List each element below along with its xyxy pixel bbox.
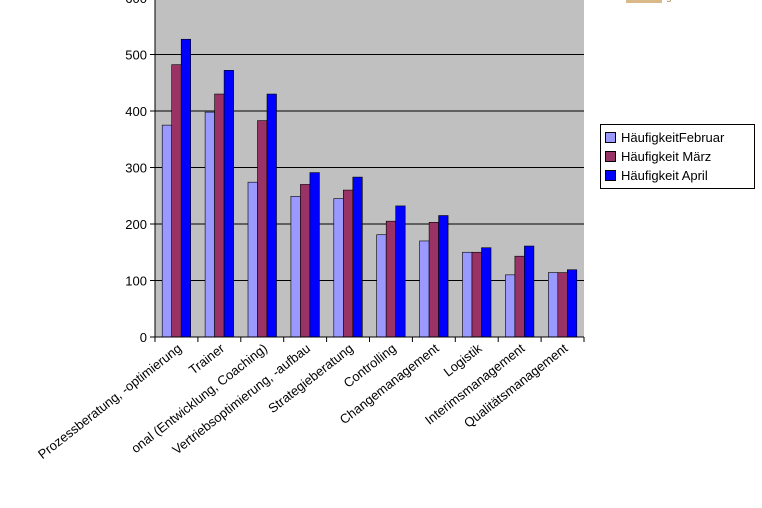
legend-item: HäufigkeitFebruar: [605, 128, 750, 147]
bar: [247, 181, 258, 338]
bar: [161, 124, 172, 338]
bar: [376, 234, 387, 338]
bar: [428, 222, 439, 338]
legend-swatch: [605, 151, 616, 162]
corner-text: g: [666, 0, 672, 3]
bar: [566, 269, 578, 338]
bar: [223, 70, 234, 338]
bar: [514, 255, 525, 338]
y-tick-label: 500: [125, 48, 147, 63]
x-tick-label: Prozessberatung, -optimierung: [35, 341, 184, 462]
y-tick-label: 300: [125, 161, 147, 176]
bar: [505, 274, 516, 338]
legend-swatch: [605, 170, 616, 181]
bar: [309, 172, 320, 338]
y-tick-labels: 0 100 200 300 400 500 600: [125, 0, 147, 345]
bar: [257, 120, 268, 338]
bar: [214, 93, 225, 338]
legend-item: Häufigkeit April: [605, 166, 750, 185]
y-tick-label: 100: [125, 274, 147, 289]
y-tick-label: 200: [125, 217, 147, 232]
x-tick-labels: Prozessberatung, -optimierung Traineronal…: [35, 340, 571, 462]
bar: [438, 215, 449, 338]
legend-swatch: [605, 132, 616, 143]
bar: [333, 198, 344, 338]
bar: [462, 251, 473, 338]
axes: [150, 0, 585, 342]
corner-swatch: [626, 0, 662, 3]
legend-label: HäufigkeitFebruar: [621, 130, 725, 145]
bar: [266, 93, 277, 338]
legend: HäufigkeitFebruar Häufigkeit März Häufigke…: [600, 124, 755, 189]
legend-label: Häufigkeit März: [621, 149, 712, 164]
y-tick-label: 600: [125, 0, 147, 6]
y-tick-label: 0: [140, 330, 147, 345]
bar: [385, 220, 397, 338]
bar: [180, 38, 191, 338]
bar: [300, 184, 311, 338]
legend-item: Häufigkeit März: [605, 147, 750, 166]
bar: [481, 247, 492, 338]
bar: [524, 245, 535, 338]
bar: [171, 64, 182, 338]
bar: [352, 176, 363, 338]
corner-legend-fragment: g: [626, 0, 686, 4]
bar: [342, 189, 354, 338]
bar: [290, 196, 301, 338]
bar: [471, 251, 482, 338]
bar: [395, 205, 406, 338]
y-tick-label: 400: [125, 104, 147, 119]
bar: [204, 111, 215, 338]
legend-label: Häufigkeit April: [621, 168, 708, 183]
bar: [547, 272, 559, 338]
bar: [419, 240, 430, 338]
bar: [557, 272, 568, 338]
